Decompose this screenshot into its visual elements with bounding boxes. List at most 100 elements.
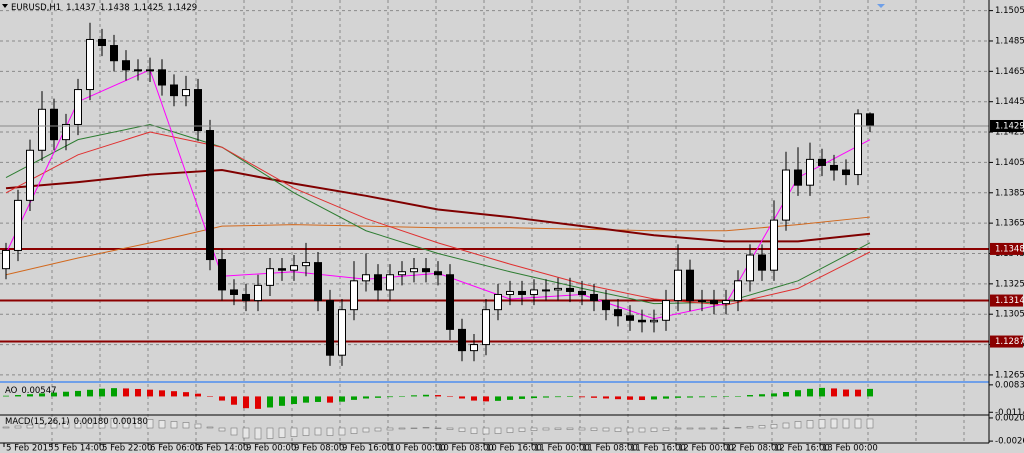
ao-bar: [171, 391, 177, 397]
macd-bar: [14, 425, 22, 429]
macd-bar: [794, 421, 802, 429]
macd-bar: [326, 427, 334, 436]
candle-body: [302, 262, 310, 267]
candle-body: [62, 123, 70, 141]
x-tick-label: 10 Feb 16:00: [486, 444, 542, 453]
ao-bar: [435, 395, 441, 397]
chart-header: EURUSD,H1 1.1437 1.1438 1.1425 1.1429: [11, 3, 197, 13]
macd-bar: [314, 427, 322, 436]
candle-body: [686, 269, 694, 302]
ao-bar: [339, 396, 345, 402]
x-tick-label: 5 Feb 14:00: [54, 444, 104, 453]
ao-bar: [675, 396, 681, 398]
ao-bar: [819, 387, 825, 397]
ao-bar: [759, 394, 765, 397]
ao-bar: [711, 396, 717, 398]
moving-average: [5, 169, 871, 243]
ao-bar: [387, 396, 393, 398]
y-tick-label: -0.01147: [995, 408, 1024, 418]
candle-body: [326, 300, 334, 356]
macd-bar: [782, 422, 790, 429]
macd-bar: [266, 427, 274, 439]
ao-bar: [207, 396, 213, 397]
candle-body: [422, 268, 430, 273]
ao-bar: [459, 396, 465, 399]
candle-body: [350, 280, 358, 311]
macd-bar: [818, 419, 826, 429]
macd-bar: [578, 427, 586, 431]
macd-bar: [830, 418, 838, 429]
x-tick-label: 5 Feb 2015: [6, 444, 54, 453]
ao-bar: [267, 396, 273, 408]
x-tick-label: 5 Feb 22:00: [102, 444, 152, 453]
macd-bar: [518, 427, 526, 432]
candle-body: [518, 290, 526, 295]
level-label-box: [990, 242, 1023, 255]
y-tick-label: 1.1365: [995, 219, 1024, 229]
candle-body: [266, 268, 274, 286]
candle-body: [26, 149, 34, 201]
candle-body: [434, 271, 442, 276]
macd-bar: [554, 427, 562, 430]
macd-bar: [254, 427, 262, 440]
ao-name: AO: [5, 386, 18, 396]
macd-bar: [26, 424, 34, 429]
macd-bar: [410, 427, 418, 429]
candle-body: [674, 269, 682, 302]
x-tick-label: 12 Feb 16:00: [774, 444, 830, 453]
candle-body: [530, 289, 538, 295]
ao-bar: [303, 396, 309, 403]
ao-bar: [159, 390, 165, 397]
macd-bar: [806, 420, 814, 429]
ao-bar: [75, 390, 81, 397]
x-tick-label: 9 Feb 00:00: [246, 444, 296, 453]
level-label: 1.1348: [995, 244, 1024, 254]
y-tick-label: 1.1265: [995, 370, 1024, 380]
candle-body: [374, 274, 382, 291]
ao-bar: [63, 391, 69, 397]
ao-bar: [279, 396, 285, 406]
macd-bar: [866, 418, 874, 429]
x-tick-label: 10 Feb 08:00: [438, 444, 494, 453]
ao-bar: [867, 388, 873, 397]
macd-bar: [590, 427, 598, 431]
ao-bar: [519, 396, 525, 399]
y-tick-label: 1.1465: [995, 67, 1024, 77]
ao-header: AO 0.00547: [5, 386, 57, 396]
macd-bar: [122, 418, 130, 429]
candle-body: [650, 319, 658, 323]
candle-body: [470, 344, 478, 352]
macd-bar: [158, 420, 166, 429]
macd-bar: [650, 427, 658, 432]
candle-body: [446, 274, 454, 330]
macd-bar: [614, 427, 622, 432]
y-tick-label: 0.00201: [995, 413, 1024, 423]
macd-bar: [758, 425, 766, 429]
candle-body: [818, 158, 826, 166]
x-tick-label: 6 Feb 06:00: [150, 444, 200, 453]
macd-bar: [86, 419, 94, 429]
ao-bar: [231, 396, 237, 405]
header-close: 1.1429: [167, 3, 197, 13]
ao-bar: [579, 396, 585, 398]
y-tick-label: -0.00262: [995, 437, 1024, 447]
candle-body: [746, 254, 754, 282]
ao-bar: [723, 396, 729, 397]
ao-bar: [147, 389, 153, 397]
ao-bar: [555, 396, 561, 398]
ao-bar: [687, 396, 693, 398]
ao-bar: [483, 396, 489, 402]
candle-body: [98, 38, 106, 47]
macd-signal: 0.00180: [113, 417, 148, 427]
y-tick-label: 1.1405: [995, 158, 1024, 168]
macd-bar: [770, 424, 778, 429]
macd-bar: [506, 427, 514, 433]
ao-bar: [243, 396, 249, 409]
macd-bar: [218, 427, 226, 432]
macd-bar: [74, 420, 82, 429]
macd-bar: [494, 427, 502, 434]
ao-bar: [123, 388, 129, 397]
candle-body: [710, 300, 718, 305]
